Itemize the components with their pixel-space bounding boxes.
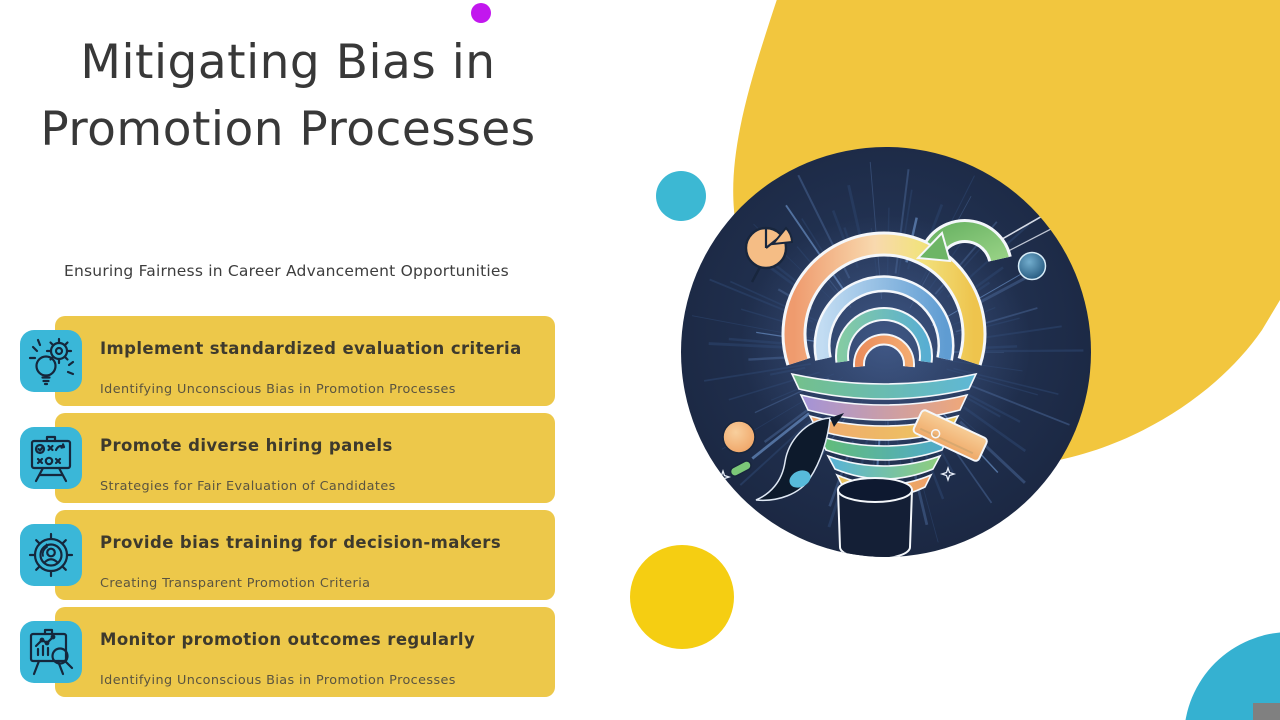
- gear-person-icon: [20, 524, 82, 586]
- green-arrow-icon: [915, 219, 1012, 263]
- card-diverse-panels: Promote diverse hiring panels Strategies…: [20, 413, 555, 503]
- card-subtitle: Creating Transparent Promotion Criteria: [100, 576, 371, 591]
- page-subtitle: Ensuring Fairness in Career Advancement …: [64, 262, 509, 280]
- page-title: Mitigating Bias in Promotion Processes: [40, 35, 536, 157]
- card-title: Provide bias training for decision-maker…: [100, 533, 502, 552]
- chart-magnifier-icon: [20, 621, 82, 683]
- bulb-gear-icon: [20, 330, 82, 392]
- presentation-board-icon: [20, 427, 82, 489]
- card-bias-training: Provide bias training for decision-maker…: [20, 510, 555, 600]
- funnel-spout: [836, 477, 914, 557]
- yellow-circle: [630, 545, 734, 649]
- card-list: Implement standardized evaluation criter…: [20, 316, 555, 704]
- orange-ball: [722, 420, 756, 454]
- card-subtitle: Identifying Unconscious Bias in Promotio…: [100, 673, 456, 688]
- green-pill: [729, 460, 752, 477]
- cyan-circle: [656, 171, 706, 221]
- funnel-illustration: [691, 159, 1091, 557]
- card-subtitle: Strategies for Fair Evaluation of Candid…: [100, 479, 396, 494]
- sparkle-icon: [939, 465, 957, 483]
- bird-shape: [755, 413, 844, 502]
- card-title: Implement standardized evaluation criter…: [100, 339, 522, 358]
- card-title: Monitor promotion outcomes regularly: [100, 630, 476, 649]
- card-subtitle: Identifying Unconscious Bias in Promotio…: [100, 382, 456, 397]
- corner-gray-box: [1253, 703, 1280, 720]
- card-title: Promote diverse hiring panels: [100, 436, 393, 455]
- corner-cyan-circle: [1185, 632, 1280, 720]
- plank-shape: [912, 409, 988, 462]
- magenta-dot: [471, 3, 491, 23]
- card-standardized-criteria: Implement standardized evaluation criter…: [20, 316, 555, 406]
- pie-chart-icon: [744, 226, 794, 283]
- blue-sphere: [1017, 251, 1047, 281]
- card-monitor-outcomes: Monitor promotion outcomes regularly Ide…: [20, 607, 555, 697]
